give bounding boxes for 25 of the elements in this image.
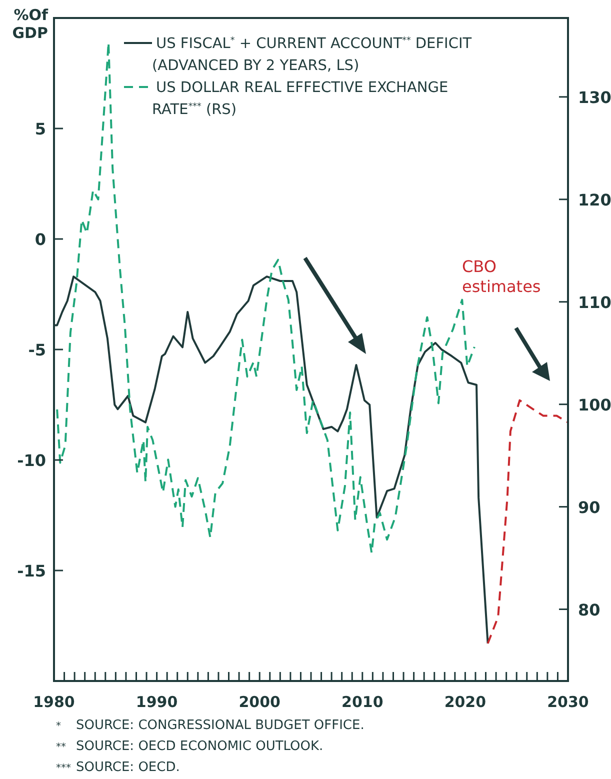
- x-tick-label: 1980: [33, 693, 75, 711]
- x-tick-label: 2010: [342, 693, 384, 711]
- x-tick-label: 2020: [444, 693, 486, 711]
- y2-tick-label: 110: [578, 292, 611, 312]
- y-axis-title: %Of GDP: [12, 6, 48, 42]
- text: * SOURCE: CONGRESSIONAL BUDGET OFFICE.: [56, 718, 364, 733]
- y2-tick-label: 130: [578, 88, 611, 107]
- text: *** SOURCE: OECD.: [56, 760, 180, 775]
- y-tick-label: -5: [28, 340, 46, 360]
- x-tick-label: 1990: [136, 693, 178, 711]
- x-tick-label: 2030: [547, 693, 589, 711]
- x-tick-label: 2000: [238, 693, 280, 711]
- y2-tick-label: 100: [578, 395, 611, 414]
- y-tick-label: 0: [34, 230, 46, 249]
- y2-tick-label: 90: [578, 498, 600, 517]
- y2-tick-label: 80: [578, 600, 600, 620]
- y2-tick-label: 120: [578, 190, 611, 210]
- text: ** SOURCE: OECD ECONOMIC OUTLOOK.: [56, 739, 324, 754]
- y-tick-label: -15: [17, 562, 46, 580]
- annotation: CBO estimates: [462, 257, 541, 296]
- y-tick-label: 5: [34, 120, 46, 138]
- legend-label: US DOLLAR REAL EFFECTIVE EXCHANGE RATE$^{***}$ (RS): [152, 80, 448, 118]
- line-series: [486, 399, 569, 644]
- text: US FISCAL$^{*}$ + CURRENT ACCOUNT$^{**}$ DEFICIT (ADVANCED BY 2 YEARS, LS): [152, 36, 472, 74]
- y-tick-label: -10: [17, 451, 46, 470]
